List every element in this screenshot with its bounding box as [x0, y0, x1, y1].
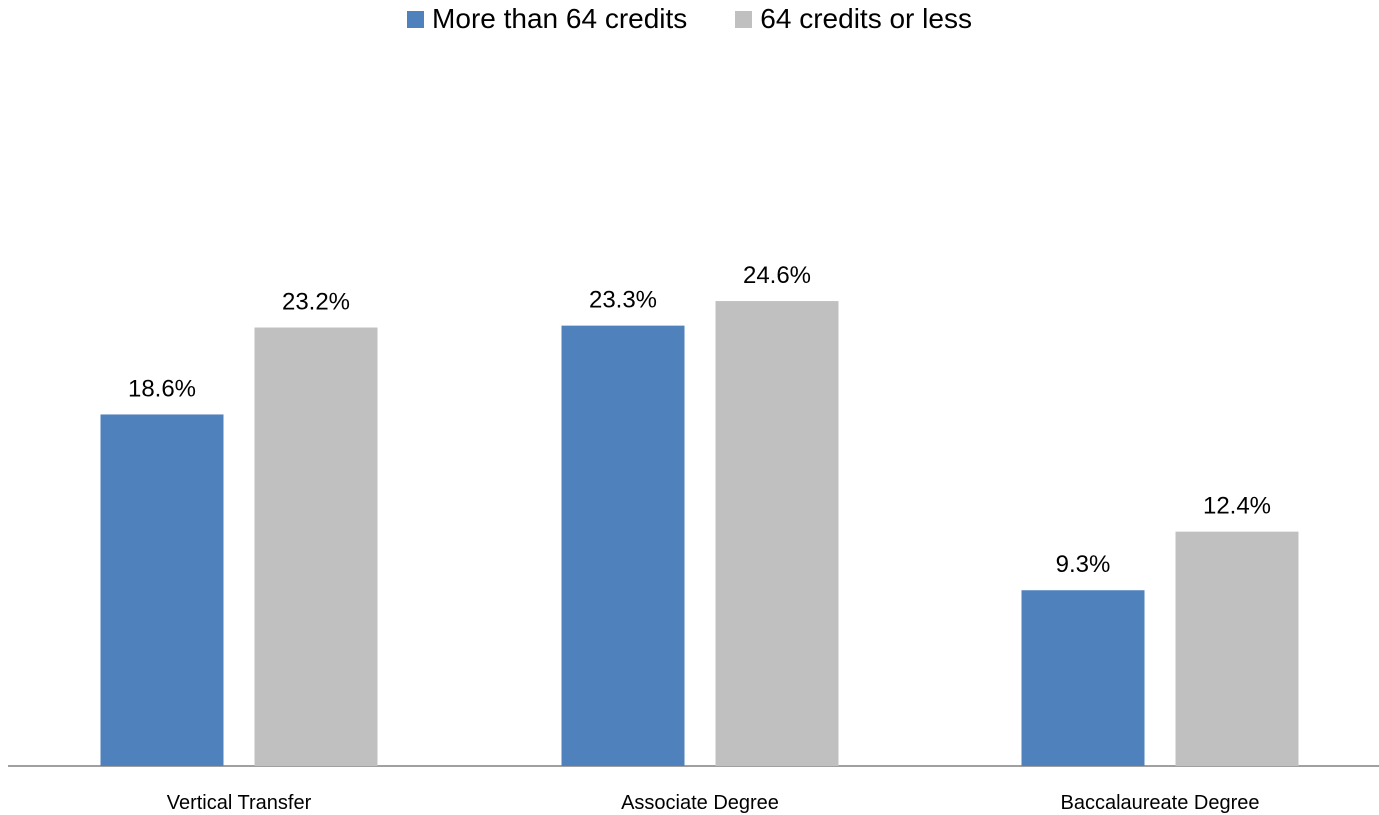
legend-label-64-or-less: 64 credits or less: [760, 3, 972, 34]
legend-item-64-or-less: 64 credits or less: [735, 3, 972, 35]
bar-more-than-64-1: [561, 325, 685, 766]
data-label-more-than-64-2: 9.3%: [1056, 551, 1111, 578]
bar-more-than-64-0: [100, 414, 224, 766]
data-label-more-than-64-0: 18.6%: [128, 375, 196, 402]
data-label-64-or-less-2: 12.4%: [1203, 493, 1271, 520]
legend-swatch-more-than-64: [407, 10, 425, 28]
x-tick-label-2: Baccalaureate Degree: [1060, 792, 1259, 814]
bar-64-or-less-1: [715, 301, 839, 766]
x-tick-label-1: Associate Degree: [621, 792, 779, 814]
data-label-64-or-less-1: 24.6%: [743, 262, 811, 289]
bar-64-or-less-0: [254, 327, 378, 766]
data-label-more-than-64-1: 23.3%: [589, 287, 657, 314]
legend-label-more-than-64: More than 64 credits: [432, 3, 688, 34]
data-label-64-or-less-0: 23.2%: [282, 289, 350, 316]
legend-swatch-64-or-less: [735, 10, 753, 28]
bar-64-or-less-2: [1175, 531, 1299, 766]
legend: More than 64 credits 64 credits or less: [0, 3, 1379, 35]
x-tick-label-0: Vertical Transfer: [167, 792, 312, 814]
bar-more-than-64-2: [1021, 590, 1145, 766]
legend-item-more-than-64: More than 64 credits: [407, 3, 687, 35]
